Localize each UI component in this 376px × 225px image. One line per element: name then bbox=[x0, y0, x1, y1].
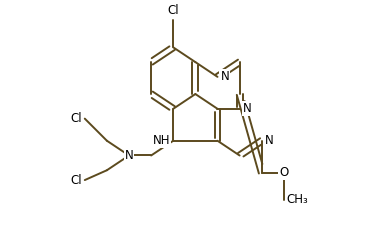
Text: N: N bbox=[124, 149, 133, 162]
Text: Cl: Cl bbox=[167, 4, 179, 17]
Text: Cl: Cl bbox=[70, 173, 82, 187]
Text: NH: NH bbox=[153, 134, 170, 147]
Text: CH₃: CH₃ bbox=[287, 193, 309, 206]
Text: N: N bbox=[243, 102, 251, 115]
Text: O: O bbox=[279, 166, 288, 179]
Text: N: N bbox=[265, 134, 273, 147]
Text: Cl: Cl bbox=[70, 112, 82, 125]
Text: N: N bbox=[220, 70, 229, 83]
